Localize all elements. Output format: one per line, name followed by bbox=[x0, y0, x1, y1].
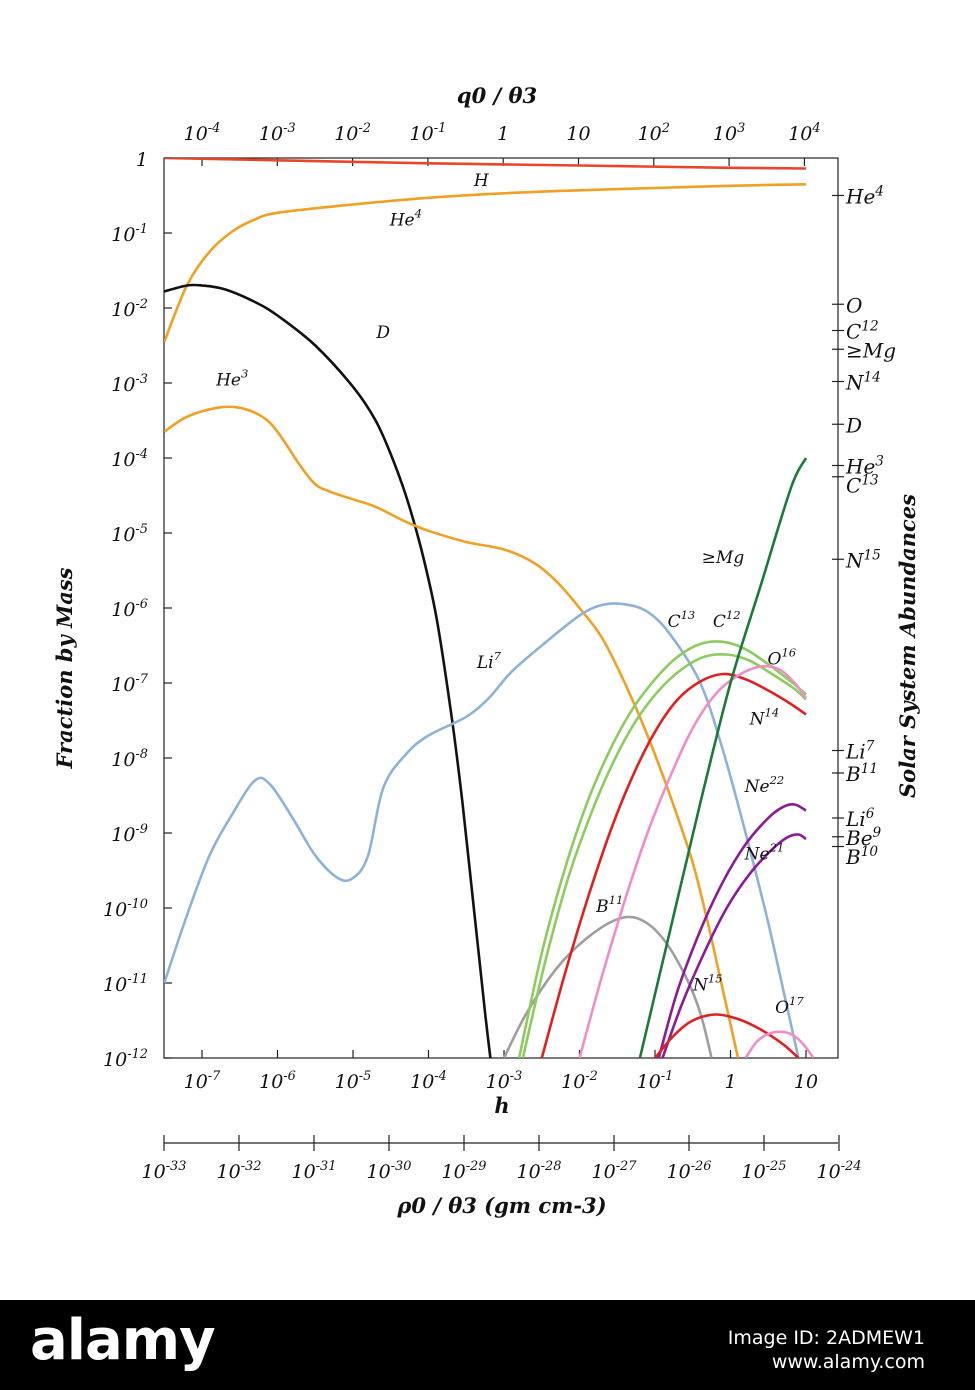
y-tick-label: 10-8 bbox=[111, 747, 148, 771]
x-axis-title: h bbox=[494, 1093, 509, 1118]
curve-b11 bbox=[502, 915, 713, 1058]
abundance-label-c12: C12 bbox=[846, 319, 879, 344]
chart-canvas: 1 10-1 10-2 10-3 10-4 10-5 10-6 10-7 10-8 10-9 10-… bbox=[52, 83, 920, 1218]
curve-o16 bbox=[578, 664, 808, 1058]
curve-label-mg: ≥Mg bbox=[702, 548, 745, 568]
curve-mg bbox=[638, 457, 808, 1058]
y-tick-label: 10-10 bbox=[103, 897, 148, 921]
curve-n15 bbox=[654, 1013, 800, 1058]
curve-c13 bbox=[517, 640, 807, 1058]
abundance-label-he4: He4 bbox=[845, 184, 884, 209]
y-axis-title: Fraction by Mass bbox=[52, 567, 77, 769]
curve-label-c13: C13 bbox=[668, 608, 696, 632]
curve-li7 bbox=[164, 602, 800, 1058]
curve-label-ne22: Ne22 bbox=[744, 773, 785, 797]
density-tick-label: 10-29 bbox=[442, 1159, 487, 1183]
curve-label-d: D bbox=[375, 323, 390, 343]
x-tick-label: 10-2 bbox=[561, 1069, 598, 1093]
top-tick-label: 102 bbox=[638, 121, 670, 145]
density-tick-label: 10-26 bbox=[667, 1159, 712, 1183]
density-tick-label: 10-32 bbox=[217, 1159, 262, 1183]
abundance-label-li6: Li6 bbox=[845, 806, 875, 831]
abundance-label-mg: ≥Mg bbox=[846, 339, 896, 363]
abundance-label-n15: N15 bbox=[845, 547, 881, 572]
top-tick-label: 104 bbox=[788, 121, 820, 145]
top-tick-label: 103 bbox=[713, 121, 745, 145]
x-tick-label: 10-5 bbox=[335, 1069, 372, 1093]
curve-label-he3: He3 bbox=[215, 366, 248, 390]
curve-he3 bbox=[164, 405, 740, 1058]
density-tick-label: 10-27 bbox=[592, 1159, 638, 1183]
curve-ne22 bbox=[657, 802, 807, 1058]
abundance-chart: 1 10-1 10-2 10-3 10-4 10-5 10-6 10-7 10-8 10-9 10-… bbox=[52, 83, 920, 1218]
abundance-label-be9: Be9 bbox=[845, 825, 882, 850]
right-axis-title: Solar System Abundances bbox=[895, 494, 920, 798]
abundance-label-b10: B10 bbox=[845, 844, 878, 869]
abundance-label-b11: B11 bbox=[845, 761, 878, 786]
curve-c12 bbox=[521, 652, 807, 1058]
curve-label-o17: O17 bbox=[775, 994, 804, 1018]
top-axis-title: q0 / θ3 bbox=[457, 83, 537, 108]
abundance-label-he3: He3 bbox=[845, 454, 884, 479]
curve-o17 bbox=[744, 1030, 815, 1058]
y-tick-label: 10-9 bbox=[111, 822, 148, 846]
top-tick-label: 10-1 bbox=[410, 121, 447, 145]
y-tick-label: 10-5 bbox=[111, 522, 148, 546]
abundance-label-n14: N14 bbox=[845, 370, 881, 395]
curve-label-n15: N15 bbox=[692, 972, 723, 996]
watermark-footer: alamy Image ID: 2ADMEW1 www.alamy.com bbox=[0, 1300, 975, 1390]
curve-label-ne21: Ne21 bbox=[744, 840, 785, 864]
x-tick-label: 10-7 bbox=[184, 1069, 222, 1093]
abundance-label-li7: Li7 bbox=[845, 739, 875, 764]
site-url: www.alamy.com bbox=[771, 1351, 925, 1373]
y-tick-label: 10-11 bbox=[103, 972, 148, 996]
y-tick-label: 10-4 bbox=[111, 447, 148, 471]
top-tick-label: 1 bbox=[497, 123, 509, 145]
x-tick-label: 1 bbox=[724, 1071, 736, 1093]
density-tick-label: 10-24 bbox=[817, 1159, 862, 1183]
y-tick-label: 10-2 bbox=[111, 297, 148, 321]
y-tick-label: 10-7 bbox=[111, 672, 149, 696]
curve-d bbox=[164, 283, 492, 1058]
curve-label-o16: O16 bbox=[768, 645, 797, 669]
y-tick-label: 10-3 bbox=[111, 372, 148, 396]
y-tick-label: 1 bbox=[136, 149, 148, 171]
curve-label-li7: Li7 bbox=[476, 649, 502, 673]
image-credit: Image ID: 2ADMEW1 www.alamy.com bbox=[728, 1326, 925, 1374]
x-tick-label: 10-4 bbox=[410, 1069, 447, 1093]
curve-n14 bbox=[540, 672, 807, 1058]
abundance-label-d: D bbox=[845, 413, 862, 437]
curve-label-he4: He4 bbox=[389, 207, 422, 231]
density-axis-title: ρ0 / θ3 (gm cm-3) bbox=[396, 1193, 606, 1218]
curve-ne21 bbox=[661, 833, 807, 1058]
curve-label-h: H bbox=[473, 171, 490, 191]
curve-label-n14: N14 bbox=[749, 705, 780, 729]
x-tick-label: 10 bbox=[794, 1071, 818, 1093]
density-tick-label: 10-33 bbox=[142, 1159, 187, 1183]
top-tick-label: 10-4 bbox=[184, 121, 221, 145]
density-tick-label: 10-28 bbox=[517, 1159, 562, 1183]
alamy-logo: alamy bbox=[30, 1308, 216, 1373]
y-tick-label: 10-12 bbox=[103, 1047, 148, 1071]
top-tick-label: 10-2 bbox=[334, 121, 371, 145]
top-tick-label: 10 bbox=[566, 123, 590, 145]
image-id: Image ID: 2ADMEW1 bbox=[727, 1327, 925, 1349]
curve-label-b11: B11 bbox=[595, 893, 623, 917]
top-tick-label: 10-3 bbox=[259, 121, 296, 145]
curve-h bbox=[164, 158, 807, 170]
abundance-label-o: O bbox=[846, 293, 862, 317]
x-tick-label: 10-6 bbox=[259, 1069, 296, 1093]
curve-label-c12: C12 bbox=[713, 608, 741, 632]
y-tick-label: 10-1 bbox=[111, 222, 148, 246]
x-tick-label: 10-1 bbox=[637, 1069, 674, 1093]
density-tick-label: 10-31 bbox=[292, 1159, 337, 1183]
curve-he4 bbox=[164, 183, 807, 343]
y-tick-label: 10-6 bbox=[111, 597, 148, 621]
density-tick-label: 10-25 bbox=[742, 1159, 787, 1183]
abundance-label-c13: C13 bbox=[846, 473, 879, 498]
density-tick-label: 10-30 bbox=[367, 1159, 412, 1183]
x-tick-label: 10-3 bbox=[486, 1069, 523, 1093]
